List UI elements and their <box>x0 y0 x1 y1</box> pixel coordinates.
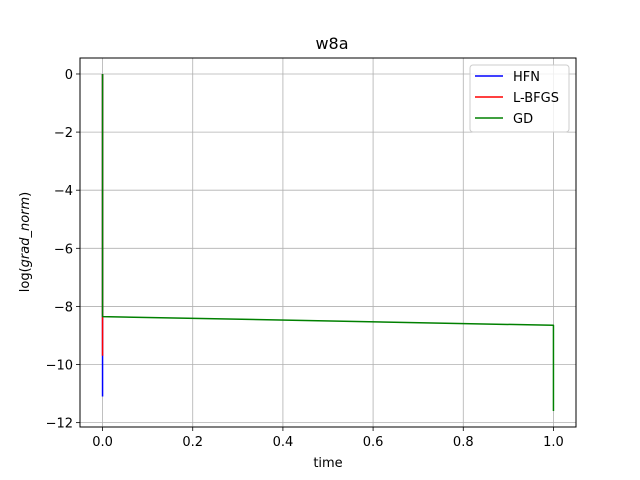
chart-title: w8a <box>315 34 348 53</box>
x-tick-label: 1.0 <box>543 435 564 450</box>
x-axis: 0.0 0.2 0.4 0.6 0.8 1.0 <box>92 427 564 450</box>
y-axis-label-italic: grad_norm <box>18 197 33 268</box>
x-tick-label: 0.8 <box>453 435 474 450</box>
y-tick-label: −6 <box>54 242 73 257</box>
series-line-gd <box>101 73 555 412</box>
y-tick-label: −12 <box>46 417 73 432</box>
y-tick-label: 0 <box>65 68 73 83</box>
x-axis-label: time <box>313 456 342 471</box>
x-tick-label: 0.0 <box>92 435 113 450</box>
x-tick-label: 0.2 <box>182 435 203 450</box>
y-axis-label: log(grad_norm) <box>18 192 33 293</box>
y-tick-label: −4 <box>54 184 73 199</box>
plot-frame <box>79 57 577 428</box>
legend-label: GD <box>513 112 533 127</box>
legend-box <box>469 64 570 133</box>
legend-label: L-BFGS <box>513 91 559 106</box>
y-axis-label-prefix: log( <box>18 267 33 292</box>
y-axis: 0 −2 −4 −6 −8 −10 −12 <box>46 68 80 432</box>
x-tick-label: 0.6 <box>363 435 384 450</box>
legend-label: HFN <box>513 70 540 85</box>
y-tick-label: −2 <box>54 126 73 141</box>
legend: HFN L-BFGS GD <box>469 64 570 133</box>
y-axis-label-suffix: ) <box>18 192 33 197</box>
y-tick-label: −8 <box>54 300 73 315</box>
x-tick-label: 0.4 <box>273 435 294 450</box>
y-tick-label: −10 <box>46 359 73 374</box>
series-layer <box>101 73 555 412</box>
